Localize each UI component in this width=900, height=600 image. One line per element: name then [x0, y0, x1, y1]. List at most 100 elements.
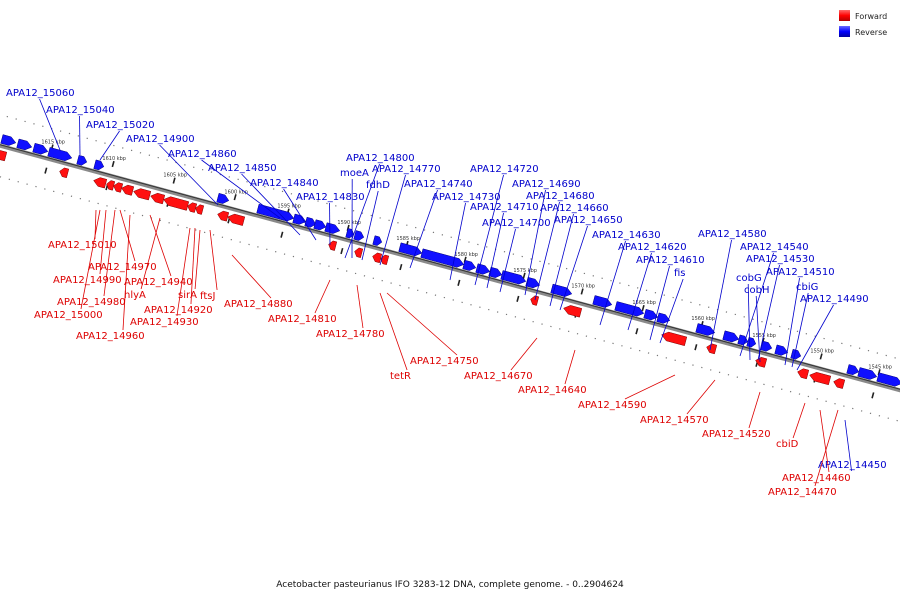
forward-gene[interactable]: [163, 196, 190, 211]
reverse-gene-label: APA12_14510: [766, 267, 835, 278]
reverse-gene[interactable]: [372, 235, 383, 246]
tick-label: 1605 kbp: [163, 173, 187, 179]
forward-gene[interactable]: [150, 192, 166, 205]
reverse-gene[interactable]: [216, 192, 230, 204]
reverse-gene[interactable]: [324, 222, 341, 234]
forward-gene[interactable]: [706, 343, 718, 355]
reverse-gene[interactable]: [774, 344, 789, 356]
label-leader-line: [792, 402, 806, 439]
label-leader-line: [757, 264, 780, 361]
forward-gene[interactable]: [328, 240, 338, 251]
forward-gene[interactable]: [354, 247, 364, 259]
forward-gene[interactable]: [563, 305, 583, 318]
forward-gene[interactable]: [121, 184, 135, 196]
forward-gene[interactable]: [380, 254, 390, 266]
forward-gene[interactable]: [0, 150, 8, 162]
forward-gene-label: APA12_14460: [782, 473, 851, 484]
reverse-gene-label: APA12_14490: [800, 294, 869, 305]
forward-gene[interactable]: [755, 357, 768, 368]
forward-gene-label: APA12_14810: [268, 314, 337, 325]
reverse-gene[interactable]: [76, 154, 88, 166]
reverse-gene[interactable]: [695, 323, 716, 336]
reverse-gene-label: APA12_14610: [636, 255, 705, 266]
forward-gene-label: hlyA: [124, 290, 146, 301]
reverse-gene-label: APA12_14450: [818, 460, 887, 471]
tick-label: 1590 kbp: [337, 220, 361, 226]
tick-mark: [111, 160, 115, 168]
reverse-gene[interactable]: [47, 147, 73, 162]
reverse-gene[interactable]: [292, 213, 307, 225]
forward-gene-label: APA12_14880: [224, 299, 293, 310]
tick-mark: [399, 263, 403, 271]
reverse-gene[interactable]: [313, 219, 327, 231]
reverse-gene[interactable]: [550, 283, 573, 297]
forward-gene[interactable]: [227, 213, 246, 226]
reverse-gene-label: APA12_14710: [470, 202, 539, 213]
tick-mark: [641, 304, 645, 312]
reverse-gene[interactable]: [857, 367, 878, 380]
reverse-gene[interactable]: [790, 348, 802, 360]
reverse-gene-label: fdhD: [366, 180, 390, 191]
label-leader-line: [748, 391, 761, 429]
reverse-gene-label: APA12_14650: [554, 215, 623, 226]
reverse-gene[interactable]: [592, 295, 613, 308]
label-leader-line: [796, 304, 834, 371]
reverse-gene[interactable]: [656, 312, 671, 324]
forward-gene[interactable]: [661, 331, 688, 347]
reverse-gene[interactable]: [256, 203, 295, 222]
forward-gene-label: APA12_14640: [518, 385, 587, 396]
reverse-gene-label: moeA: [340, 168, 369, 179]
reverse-gene[interactable]: [746, 336, 757, 348]
reverse-gene[interactable]: [475, 263, 491, 275]
reverse-gene[interactable]: [760, 340, 773, 352]
forward-gene[interactable]: [93, 177, 108, 189]
forward-gene[interactable]: [809, 372, 832, 386]
reverse-gene[interactable]: [722, 330, 740, 343]
forward-gene[interactable]: [372, 252, 383, 264]
reverse-gene[interactable]: [420, 248, 465, 268]
tick-mark: [516, 295, 520, 302]
reverse-gene[interactable]: [876, 372, 900, 387]
forward-gene[interactable]: [833, 378, 846, 389]
forward-gene-label: APA12_14970: [88, 262, 157, 273]
reverse-gene[interactable]: [462, 259, 477, 271]
forward-gene[interactable]: [187, 202, 198, 213]
reverse-gene-label: APA12_14680: [526, 191, 595, 202]
forward-gene[interactable]: [797, 368, 810, 380]
reverse-gene[interactable]: [488, 266, 503, 278]
forward-gene-label: APA12_14940: [124, 277, 193, 288]
forward-gene-label: cbiD: [776, 439, 799, 450]
label-leader-line: [176, 227, 191, 317]
reverse-gene-label: APA12_15060: [6, 88, 75, 99]
reverse-gene-label: APA12_14850: [208, 163, 277, 174]
forward-gene[interactable]: [217, 210, 230, 222]
forward-gene[interactable]: [113, 182, 124, 193]
tick-label: 1610 kbp: [102, 156, 126, 162]
reverse-gene-label: APA12_14540: [740, 242, 809, 253]
tick-label: 1585 kbp: [396, 236, 420, 242]
reverse-gene[interactable]: [16, 138, 33, 151]
reverse-gene-label: APA12_14660: [540, 203, 609, 214]
reverse-gene[interactable]: [304, 216, 317, 228]
reverse-gene[interactable]: [500, 270, 527, 285]
forward-gene[interactable]: [59, 167, 70, 179]
reverse-gene[interactable]: [353, 230, 365, 241]
gene-features: [0, 134, 900, 389]
tick-mark: [280, 231, 284, 238]
forward-gene[interactable]: [133, 188, 152, 201]
label-leader-line: [119, 209, 136, 262]
reverse-gene[interactable]: [398, 242, 423, 257]
forward-gene-label: APA12_14590: [578, 400, 647, 411]
reverse-gene[interactable]: [93, 159, 105, 171]
reverse-gene[interactable]: [846, 364, 860, 376]
reverse-gene[interactable]: [0, 134, 17, 146]
forward-gene[interactable]: [530, 295, 540, 306]
forward-gene-label: APA12_14470: [768, 487, 837, 498]
reverse-gene[interactable]: [643, 308, 659, 321]
forward-gene-label: APA12_14980: [57, 297, 126, 308]
reverse-gene[interactable]: [737, 334, 749, 346]
forward-gene[interactable]: [106, 180, 116, 191]
reverse-gene[interactable]: [32, 142, 49, 155]
reverse-gene[interactable]: [525, 276, 541, 289]
forward-gene[interactable]: [195, 204, 205, 215]
